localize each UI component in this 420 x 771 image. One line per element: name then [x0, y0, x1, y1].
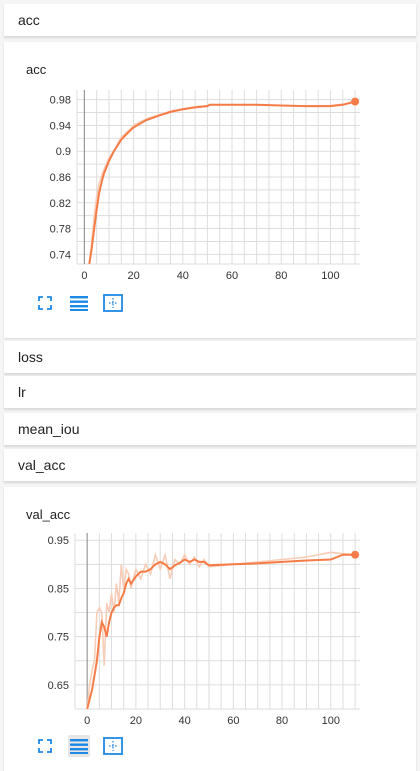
x-tick-label: 40 — [178, 715, 190, 727]
data-table-icon — [70, 739, 88, 754]
x-tick-label: 80 — [276, 715, 288, 727]
y-tick-label: 0.74 — [50, 249, 71, 261]
x-tick-label: 80 — [275, 270, 287, 282]
val-acc-smoothed-line — [86, 553, 356, 709]
acc-raw-line — [88, 100, 356, 264]
x-tick-label: 0 — [81, 270, 87, 282]
toggle-y-axis-icon — [103, 737, 123, 755]
y-tick-label: 0.95 — [48, 535, 69, 547]
section-header-acc[interactable]: acc — [4, 4, 416, 37]
val-acc-last-point — [351, 550, 360, 559]
x-tick-label: 60 — [227, 715, 239, 727]
acc-smoothed-line — [88, 100, 356, 264]
acc-chart: 0.74 0.78 0.82 0.86 0.9 0.94 0.98 0 20 40 60 80 100 — [50, 90, 360, 282]
chart-title: val_acc — [26, 507, 71, 522]
toggle-y-axis-button[interactable] — [102, 292, 124, 314]
section-header-mean-iou[interactable]: mean_iou — [4, 413, 416, 446]
data-table-button[interactable] — [68, 735, 90, 757]
chart-toolbar — [34, 735, 124, 757]
y-tick-label: 0.86 — [50, 172, 71, 184]
y-tick-label: 0.75 — [48, 632, 69, 644]
y-tick-label: 0.9 — [56, 146, 71, 158]
acc-last-point — [351, 97, 360, 106]
y-tick-label: 0.78 — [50, 224, 71, 236]
x-tick-label: 100 — [321, 270, 339, 282]
x-tick-label: 60 — [226, 270, 238, 282]
toggle-y-axis-icon — [103, 294, 123, 312]
chart-toolbar — [34, 292, 124, 314]
fit-to-view-icon — [38, 739, 52, 753]
x-tick-label: 40 — [177, 270, 189, 282]
fit-to-view-button[interactable] — [34, 292, 56, 314]
section-header-lr[interactable]: lr — [4, 376, 416, 409]
y-tick-label: 0.82 — [50, 198, 71, 210]
section-header-loss[interactable]: loss — [4, 341, 416, 374]
chart-card-val-acc: val_acc 0.65 0.75 0.85 0.95 0 20 40 60 80 100 — [4, 487, 416, 771]
section-header-val-acc[interactable]: val_acc — [4, 449, 416, 482]
toggle-y-axis-button[interactable] — [102, 735, 124, 757]
fit-to-view-button[interactable] — [34, 735, 56, 757]
fit-to-view-icon — [38, 296, 52, 310]
x-tick-label: 20 — [127, 270, 139, 282]
chart-title: acc — [26, 62, 47, 77]
y-tick-label: 0.98 — [50, 95, 71, 107]
val-acc-chart: 0.65 0.75 0.85 0.95 0 20 40 60 80 100 — [48, 533, 360, 727]
y-tick-label: 0.85 — [48, 583, 69, 595]
y-tick-label: 0.65 — [48, 680, 69, 692]
data-table-icon — [70, 296, 88, 311]
x-tick-label: 20 — [130, 715, 142, 727]
data-table-button[interactable] — [68, 292, 90, 314]
x-tick-label: 0 — [84, 715, 90, 727]
chart-card-acc: acc 0.74 0.78 0.82 0.86 0.9 0.94 0.98 0 20 40 60 80… — [4, 42, 416, 338]
y-tick-label: 0.94 — [50, 120, 71, 132]
x-tick-label: 100 — [322, 715, 340, 727]
